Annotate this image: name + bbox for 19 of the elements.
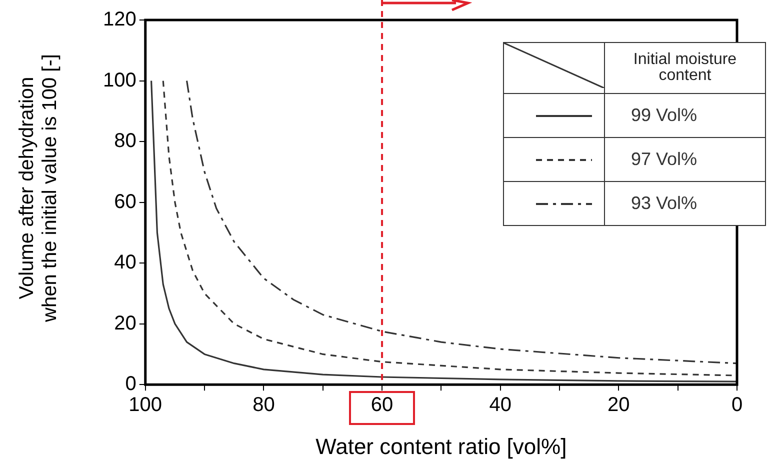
legend-label: 93 Vol% bbox=[604, 182, 766, 226]
y-tick-label: 40 bbox=[114, 252, 136, 274]
y-tick-label: 120 bbox=[102, 8, 136, 31]
y-tick-label: 20 bbox=[114, 312, 136, 334]
x-tick-label: 40 bbox=[489, 394, 512, 416]
y-tick-label: 100 bbox=[102, 69, 136, 92]
x-tick-label: 80 bbox=[252, 394, 275, 416]
y-tick-label: 80 bbox=[114, 130, 136, 152]
legend-label: 99 Vol% bbox=[604, 94, 766, 138]
x-tick-label: 100 bbox=[128, 394, 162, 416]
legend-title: Initial moisture content bbox=[604, 42, 766, 94]
x-axis-title: Water content ratio [vol%] bbox=[316, 434, 567, 459]
y-tick-label: 0 bbox=[125, 373, 136, 396]
x-tick-label: 0 bbox=[731, 394, 743, 416]
x-tick-label: 60 bbox=[370, 394, 394, 416]
legend-label: 97 Vol% bbox=[604, 138, 766, 182]
y-axis-title: Volume after dehydration when the initial value is 100 [-] bbox=[15, 53, 62, 323]
x-tick-label: 20 bbox=[608, 394, 630, 416]
y-tick-label: 60 bbox=[114, 190, 136, 213]
